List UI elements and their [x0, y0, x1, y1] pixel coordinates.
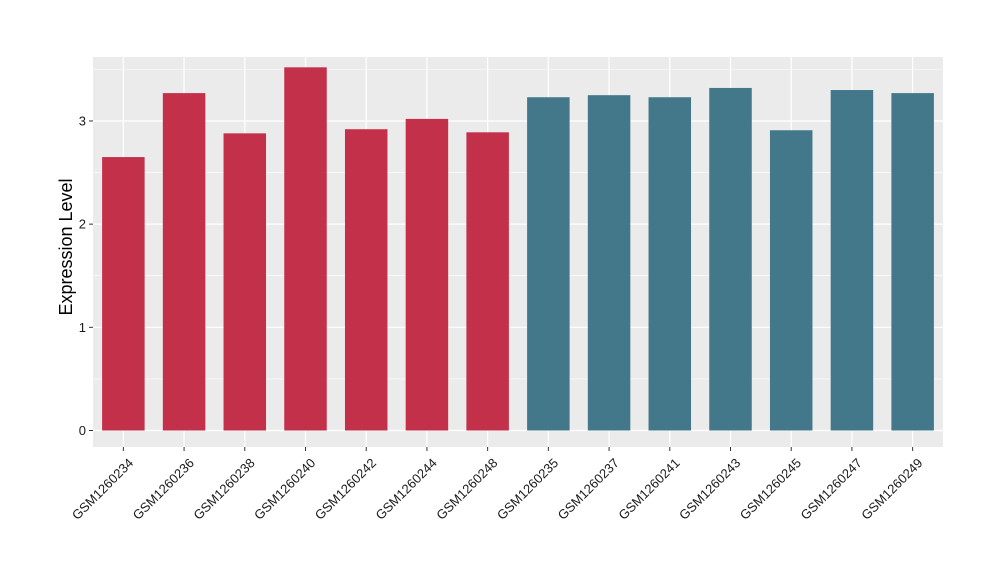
bar: [344, 129, 388, 431]
x-tick-label: GSM1260234: [69, 455, 136, 522]
bar: [709, 87, 752, 431]
x-tick-label: GSM1260248: [433, 455, 500, 522]
x-tick-label: GSM1260240: [251, 455, 318, 522]
bar: [405, 118, 449, 431]
y-axis: 0 1 2 3: [79, 113, 93, 438]
x-tick-label: GSM1260242: [312, 455, 379, 522]
x-tick-label: GSM1260238: [190, 455, 257, 522]
y-tick-label: 3: [79, 113, 86, 128]
x-tick-label: GSM1260237: [555, 455, 622, 522]
bar: [587, 95, 631, 431]
bar: [527, 97, 570, 431]
bar: [284, 67, 327, 431]
x-tick-label: GSM1260249: [858, 455, 925, 522]
plot-panel: [93, 57, 943, 447]
x-tick-label: GSM1260247: [797, 455, 864, 522]
x-tick-label: GSM1260236: [130, 455, 197, 522]
bar: [830, 90, 874, 431]
x-tick-label: GSM1260235: [494, 455, 561, 522]
bar: [102, 157, 145, 431]
y-tick-label: 0: [79, 423, 86, 438]
x-tick-label: GSM1260241: [615, 455, 682, 522]
x-tick-label: GSM1260244: [372, 455, 439, 522]
y-tick-label: 2: [79, 217, 86, 232]
bar: [891, 93, 934, 431]
x-axis: GSM1260234GSM1260236GSM1260238GSM1260240…: [69, 447, 926, 523]
bar: [162, 93, 206, 431]
bars: [102, 67, 934, 431]
bar: [648, 97, 692, 431]
bar: [223, 133, 267, 431]
x-tick-label: GSM1260243: [676, 455, 743, 522]
y-axis-title: Expression Level: [56, 178, 76, 315]
bar: [769, 130, 813, 431]
bar: [466, 132, 509, 431]
x-tick-label: GSM1260245: [737, 455, 804, 522]
y-tick-label: 1: [79, 320, 86, 335]
